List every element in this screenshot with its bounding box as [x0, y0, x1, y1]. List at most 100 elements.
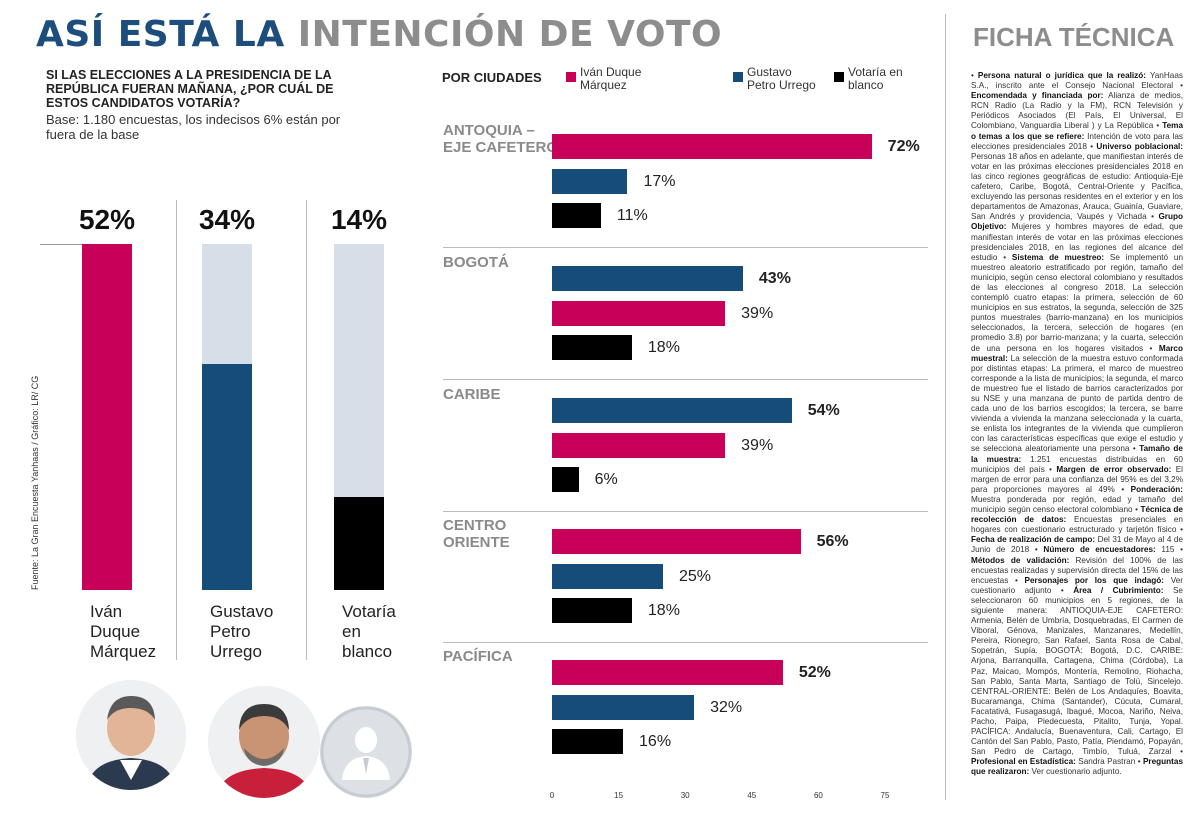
region-bar-blanco [552, 335, 632, 360]
region-name-line: BOGOTÁ [443, 254, 509, 271]
title-part-2: INTENCIÓN DE VOTO [297, 14, 723, 55]
ficha-item: • Técnica de recolección de datos: Encue… [971, 505, 1183, 535]
x-tick-label: 45 [747, 791, 757, 800]
region-name-line: ANTOQUIA – [443, 122, 535, 139]
region-bar-label: 6% [594, 471, 618, 488]
candidate-label-line: Votaría [342, 602, 396, 621]
bar-blanco [334, 496, 384, 590]
region-bar-blanco [552, 598, 632, 623]
region-bar-petro [552, 398, 792, 423]
region-name-line: CARIBE [443, 386, 501, 403]
duque-photo [76, 680, 186, 790]
ficha-item-value: El margen de error para una confianza de… [971, 464, 1183, 494]
candidate-label: Votaría en blanco [342, 602, 396, 662]
ficha-item-key: Número de encuestadores: [1043, 545, 1156, 555]
ficha-item-value: Se seleccionaron 60 municipios en 5 regi… [971, 585, 1183, 757]
ficha-item-value: Encuestas presenciales en hogares con cu… [971, 515, 1183, 535]
region-bar-label: 72% [887, 138, 920, 155]
ficha-item-key: Persona natural o jurídica que la realiz… [977, 71, 1146, 80]
candidate-label-line: en [342, 622, 361, 641]
ficha-item-value: 1.251 encuestas distribuidas en 60 munic… [971, 454, 1183, 474]
ficha-item: • Sistema de muestreo: Se implementó un … [971, 252, 1183, 353]
ficha-item-value: Muestra ponderada por región, edad y tam… [971, 494, 1183, 515]
legend-swatch-petro [733, 72, 743, 82]
candidate-label-line: Petro [210, 622, 251, 641]
ficha-item: • Fecha de realización de campo: Del 31 … [971, 525, 1183, 555]
region-bar-duque [552, 300, 726, 326]
ficha-item-key: Métodos de validación: [971, 555, 1070, 565]
region-bar-petro [552, 694, 695, 720]
ficha-item-key: Profesional en Estadística: [971, 757, 1076, 767]
survey-base-note: Base: 1.180 encuestas, los indecisos 6% … [46, 112, 341, 142]
legend-label-line: Petro Urrego [747, 78, 816, 92]
region-bar-blanco [552, 467, 579, 492]
ficha-item: • Persona natural o jurídica que la real… [971, 71, 1183, 91]
ficha-item-key: Sistema de muestreo: [1011, 252, 1105, 262]
candidate-label-line: Márquez [90, 642, 157, 661]
legend-swatch-duque [566, 72, 576, 82]
source-credit: Fuente: La Gran Encuesta Yanhaas / Gráfi… [30, 375, 40, 590]
bar-petro [202, 363, 252, 590]
region-name: CENTRO ORIENTE [443, 517, 510, 551]
legend-label: Iván Duque Márquez [580, 66, 641, 92]
ficha-item-value: Se implementó un muestreo aleatorio estr… [971, 252, 1183, 353]
ficha-item-value: Ver cuestionario adjunto. [1029, 767, 1122, 777]
baseline-tick [40, 244, 82, 245]
column-divider [306, 200, 307, 660]
region-chart-title: POR CIUDADES [442, 70, 542, 85]
region-bar-duque [552, 432, 726, 458]
blank-vote-silhouette-icon [320, 706, 412, 798]
region-bar-label: 18% [647, 339, 680, 356]
ficha-item: • Métodos de validación: Revisión del 10… [971, 545, 1183, 585]
legend-label: Votaría en blanco [848, 66, 903, 92]
page-title: ASÍ ESTÁ LA INTENCIÓN DE VOTO [36, 14, 722, 55]
candidate-label: Gustavo Petro Urrego [210, 602, 273, 662]
ficha-item: • Personajes por los que indagó: Ver cue… [971, 575, 1183, 595]
region-divider [443, 642, 928, 643]
ficha-item: • Ponderación: Muestra ponderada por reg… [971, 484, 1183, 515]
ficha-item-value: Sandra Pastran [1075, 757, 1136, 767]
ficha-item-key: Encomendada y financiada por: [971, 91, 1104, 101]
ficha-item-key: Preguntas que realizaron: [971, 757, 1183, 777]
region-bar-label: 17% [643, 172, 676, 190]
ficha-item: • Tamaño de la muestra: 1.251 encuestas … [971, 444, 1183, 474]
ficha-divider [945, 14, 946, 800]
region-bar-label: 52% [798, 664, 831, 681]
ficha-item-value: Alianza de medios, RCN Radio (La Radio y… [971, 91, 1183, 131]
x-tick-label: 60 [813, 791, 823, 800]
legend-label-line: Márquez [580, 78, 627, 92]
region-name: CARIBE [443, 386, 501, 403]
ficha-item-key: Grupo Objetivo: [971, 212, 1183, 232]
ficha-item: • Tema o temas a los que se refiere: Int… [971, 121, 1183, 151]
legend-label-line: Gustavo [747, 65, 792, 79]
ficha-item-key: Fecha de realización de campo: [971, 535, 1096, 545]
column-divider [176, 200, 177, 660]
region-divider [443, 379, 928, 380]
x-tick-label: 30 [680, 791, 690, 800]
ficha-item: • Universo poblacional: Personas 18 años… [971, 141, 1183, 222]
ficha-item-key: Tamaño de la muestra: [971, 444, 1183, 464]
ficha-item-key: Ponderación: [1130, 484, 1183, 494]
ficha-item-value: Personas 18 años en adelante, que manifi… [971, 151, 1183, 222]
ficha-item: • Preguntas que realizaron: Ver cuestion… [971, 757, 1183, 777]
ficha-item-key: Margen de error observado: [1056, 464, 1172, 474]
ficha-item-value: Revisión del 100% de las encuestas reali… [971, 555, 1183, 585]
ficha-tecnica-text: • Persona natural o jurídica que la real… [971, 71, 1183, 811]
ficha-item-key: Universo poblacional: [1096, 141, 1183, 151]
region-bar-label: 32% [710, 698, 743, 716]
candidate-label-line: blanco [342, 642, 393, 661]
region-name-line: CENTRO [443, 517, 507, 534]
bar-value-label: 14% [330, 204, 388, 235]
region-divider [443, 511, 928, 512]
region-bar-petro [552, 168, 628, 194]
region-name-line: PACÍFICA [443, 648, 513, 665]
ficha-item-key: Tema o temas a los que se refiere: [971, 121, 1183, 141]
ficha-item-key: Marco muestral: [971, 343, 1183, 363]
ficha-item-value: Ver cuestionario adjunto [971, 575, 1183, 595]
ficha-item-value: La selección de la muestra estuvo confor… [971, 353, 1183, 454]
title-part-1: ASÍ ESTÁ LA [36, 14, 285, 55]
ficha-item-value: 115 [1155, 545, 1175, 555]
ficha-item-key: Área / Cubrimiento: [1073, 585, 1164, 595]
ficha-item-value: Intención de voto para las elecciones pr… [971, 131, 1183, 151]
ficha-item: • Grupo Objetivo: Mujeres y hombres mayo… [971, 212, 1183, 262]
